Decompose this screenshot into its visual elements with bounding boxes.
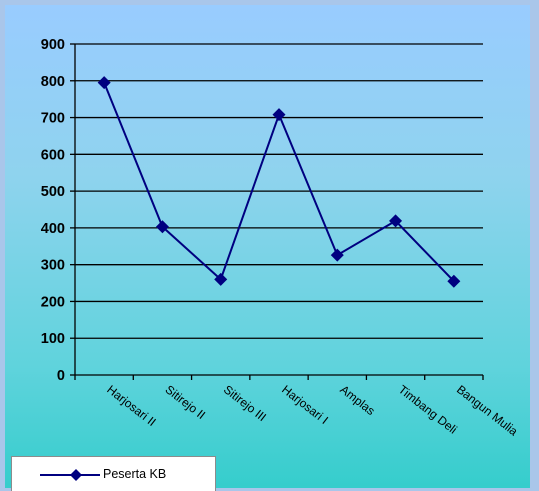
data-point (330, 248, 344, 262)
y-tick-label: 700 (41, 111, 65, 127)
legend-marker (70, 469, 82, 481)
data-point (214, 272, 228, 286)
data-point (447, 274, 461, 288)
y-tick-label: 600 (41, 147, 65, 163)
data-point (272, 108, 286, 122)
y-tick-label: 500 (41, 184, 65, 200)
legend-swatch (40, 469, 100, 481)
y-tick-label: 200 (41, 294, 65, 310)
data-point (389, 214, 403, 228)
legend-label: Peserta KB (103, 467, 167, 481)
chart-area: 0 100 200 300 400 500 600 700 800 900 Harjosari II… (5, 5, 530, 491)
data-point (97, 76, 111, 90)
y-tick-label: 100 (41, 331, 65, 347)
y-tick-label: 800 (41, 74, 65, 90)
x-category-label: Bangun Mulia (454, 382, 521, 438)
data-point (155, 220, 169, 234)
line-chart: 0 100 200 300 400 500 600 700 800 900 Harjosari II… (41, 37, 521, 439)
legend: Peserta KB (11, 456, 216, 491)
x-category-label: Sitirejo III (221, 382, 269, 424)
y-tick-label: 400 (41, 221, 65, 237)
y-tick-label: 0 (57, 368, 65, 384)
x-category-label: Harjosari I (279, 382, 331, 427)
y-tick-label: 300 (41, 258, 65, 274)
x-category-label: Timbang Deli (396, 382, 460, 436)
x-category-label: Amplas (337, 382, 377, 418)
y-tick-label: 900 (41, 37, 65, 53)
x-category-label: Sitirejo II (163, 382, 208, 422)
x-category-label: Harjosari II (104, 382, 158, 429)
